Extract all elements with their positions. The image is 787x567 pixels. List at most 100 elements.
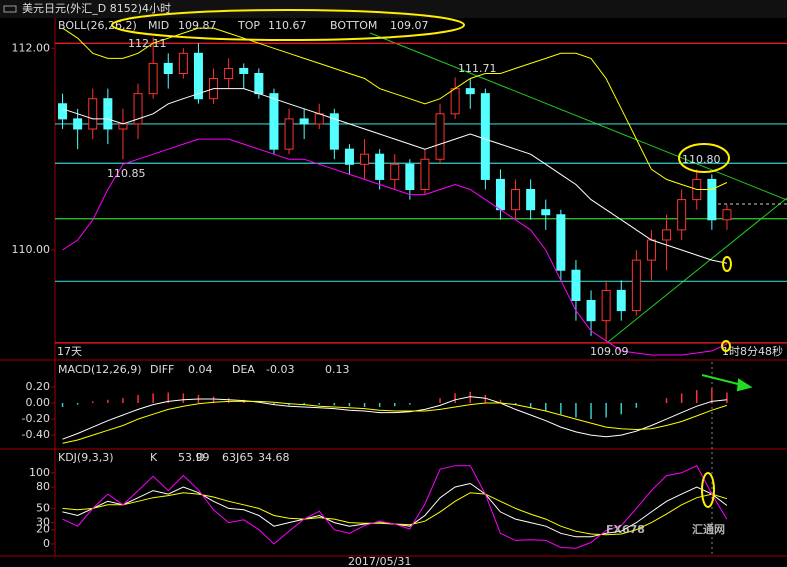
legend-name: DIFF: [150, 363, 174, 376]
watermark: FX678: [606, 523, 645, 536]
highlight-ellipse: [701, 472, 715, 508]
y-tick-label: 50: [36, 501, 50, 514]
candle-body: [405, 163, 415, 191]
candle-body: [193, 52, 203, 100]
trend-line: [369, 32, 787, 201]
y-tick-label: 0.20: [26, 380, 51, 393]
candle-body: [646, 239, 656, 261]
candle-body: [133, 93, 143, 125]
candle-body: [224, 67, 234, 80]
candle-body: [375, 153, 385, 180]
indicator-label: KDJ(9,3,3): [58, 451, 114, 464]
panel-2: [62, 465, 728, 549]
legend-value: 0.13: [325, 363, 350, 376]
candle-body: [299, 118, 309, 125]
legend-name: TOP: [237, 19, 260, 32]
annotation: 17天: [57, 345, 82, 358]
arrow-head: [736, 378, 753, 392]
indicator-label: MACD(12,26,9): [58, 363, 142, 376]
legend-value: 63.65: [222, 451, 254, 464]
panel-1: [61, 388, 728, 444]
candle-body: [239, 67, 249, 74]
candle-body: [556, 214, 566, 271]
legend-name: MID: [148, 19, 169, 32]
legend-name: D: [196, 451, 204, 464]
legend-value: 53.99: [178, 451, 210, 464]
candle-body: [284, 118, 294, 150]
highlight-ellipse: [721, 340, 731, 352]
candle-body: [254, 72, 264, 95]
annotation: 111.71: [458, 62, 497, 75]
annotation: 109.09: [590, 345, 629, 358]
arrow: [701, 374, 753, 392]
panel-frames: [0, 18, 787, 557]
y-tick-label: 20: [36, 523, 50, 536]
candle-body: [329, 113, 339, 150]
annotation: 112.11: [128, 37, 167, 50]
candle-body: [601, 289, 611, 322]
trend-line: [607, 197, 787, 343]
candle-body: [118, 123, 128, 130]
y-tick-label: -0.20: [22, 412, 50, 425]
legend-name: K: [150, 451, 158, 464]
candle-body: [541, 209, 551, 216]
candle-body: [616, 289, 626, 312]
window-icon: [3, 5, 17, 13]
highlight-ellipse: [678, 143, 730, 173]
candle-body: [420, 158, 430, 191]
x-tick-label: 2017/05/31: [348, 555, 411, 567]
top-bar: [0, 0, 787, 18]
annotation: 1时8分48秒: [722, 344, 783, 358]
watermark: 汇通网: [692, 523, 725, 536]
candle-body: [722, 209, 732, 221]
highlight-ellipse: [722, 256, 732, 272]
candle-body: [390, 163, 400, 180]
candle-body: [511, 189, 521, 211]
candle-body: [480, 93, 490, 180]
candle-body: [707, 178, 717, 221]
candle-body: [88, 98, 98, 130]
candle-body: [269, 93, 279, 150]
legend-name: DEA: [232, 363, 255, 376]
indicator-line: [62, 465, 728, 549]
y-tick-label: 30: [36, 516, 50, 529]
symbol-title: 美元日元(外汇_D 8152)4小时: [22, 2, 171, 15]
indicator-line: [62, 138, 728, 356]
legend-value: -0.03: [266, 363, 294, 376]
annotation: 110.80: [682, 153, 721, 166]
candle-body: [360, 153, 370, 165]
candle-body: [103, 98, 113, 130]
candle-body: [178, 52, 188, 74]
highlight-ellipse: [111, 9, 465, 41]
indicator-line: [62, 88, 728, 264]
candle-body: [450, 88, 460, 115]
candle-body: [526, 189, 536, 211]
legend-name: J: [235, 451, 239, 464]
indicator-line: [62, 400, 728, 444]
candle-body: [631, 259, 641, 312]
y-tick-label: 80: [36, 480, 50, 493]
annotation: 110.85: [107, 167, 146, 180]
y-tick-label: 110.00: [12, 243, 51, 256]
y-tick-label: 112.00: [12, 41, 51, 54]
legend-value: 110.67: [268, 19, 307, 32]
candle-body: [148, 62, 158, 95]
candle-body: [571, 269, 581, 301]
candle-body: [58, 103, 68, 120]
candle-body: [662, 229, 672, 241]
candle-body: [163, 62, 173, 74]
candle-body: [586, 299, 596, 322]
candle-body: [314, 113, 324, 125]
indicator-line: [62, 396, 727, 440]
legend-value: 109.07: [390, 19, 429, 32]
y-tick-label: 100: [29, 466, 50, 479]
arrow-shaft: [701, 374, 743, 386]
candle-body: [344, 148, 354, 165]
candle-body: [73, 118, 83, 130]
legend-value: 109.87: [178, 19, 217, 32]
y-tick-label: -0.40: [22, 428, 50, 441]
legend-name: BOTTOM: [330, 19, 377, 32]
legend-value: 34.68: [258, 451, 290, 464]
